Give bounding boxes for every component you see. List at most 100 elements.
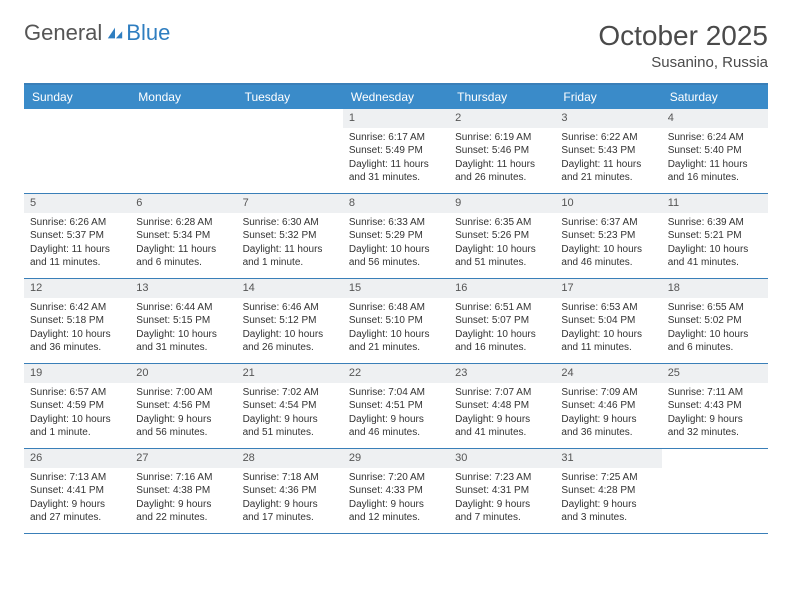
day-cell: 19Sunrise: 6:57 AMSunset: 4:59 PMDayligh…: [24, 364, 130, 448]
day-dl1: Daylight: 10 hours: [455, 328, 549, 342]
day-number: 9: [449, 194, 555, 213]
day-body: Sunrise: 6:57 AMSunset: 4:59 PMDaylight:…: [24, 383, 130, 446]
day-body: Sunrise: 7:04 AMSunset: 4:51 PMDaylight:…: [343, 383, 449, 446]
day-cell: [130, 109, 236, 193]
day-sunset: Sunset: 5:02 PM: [668, 314, 762, 328]
day-dl1: Daylight: 9 hours: [349, 498, 443, 512]
day-dl1: Daylight: 10 hours: [455, 243, 549, 257]
day-cell: 13Sunrise: 6:44 AMSunset: 5:15 PMDayligh…: [130, 279, 236, 363]
day-sunset: Sunset: 4:48 PM: [455, 399, 549, 413]
day-number: 30: [449, 449, 555, 468]
calendar-grid: 1Sunrise: 6:17 AMSunset: 5:49 PMDaylight…: [24, 109, 768, 534]
day-dl1: Daylight: 10 hours: [30, 328, 124, 342]
day-body: Sunrise: 6:35 AMSunset: 5:26 PMDaylight:…: [449, 213, 555, 276]
day-dl2: and 56 minutes.: [349, 256, 443, 270]
day-sunset: Sunset: 5:40 PM: [668, 144, 762, 158]
day-sunrise: Sunrise: 7:00 AM: [136, 386, 230, 400]
day-number: 5: [24, 194, 130, 213]
day-dl2: and 16 minutes.: [455, 341, 549, 355]
day-body: Sunrise: 7:18 AMSunset: 4:36 PMDaylight:…: [237, 468, 343, 531]
day-sunset: Sunset: 4:46 PM: [561, 399, 655, 413]
day-dl1: Daylight: 9 hours: [668, 413, 762, 427]
day-sunset: Sunset: 5:18 PM: [30, 314, 124, 328]
day-number: 11: [662, 194, 768, 213]
brand-word-1: General: [24, 20, 102, 46]
day-sunset: Sunset: 5:23 PM: [561, 229, 655, 243]
day-dl1: Daylight: 9 hours: [349, 413, 443, 427]
day-sunset: Sunset: 4:36 PM: [243, 484, 337, 498]
weekday-header-row: SundayMondayTuesdayWednesdayThursdayFrid…: [24, 85, 768, 109]
day-dl1: Daylight: 9 hours: [561, 413, 655, 427]
day-number: 22: [343, 364, 449, 383]
day-body: Sunrise: 7:13 AMSunset: 4:41 PMDaylight:…: [24, 468, 130, 531]
week-row: 26Sunrise: 7:13 AMSunset: 4:41 PMDayligh…: [24, 449, 768, 534]
day-dl1: Daylight: 9 hours: [455, 413, 549, 427]
day-dl1: Daylight: 10 hours: [561, 243, 655, 257]
day-number: 8: [343, 194, 449, 213]
day-cell: [662, 449, 768, 533]
day-sunrise: Sunrise: 6:53 AM: [561, 301, 655, 315]
day-sunrise: Sunrise: 6:22 AM: [561, 131, 655, 145]
day-number: 14: [237, 279, 343, 298]
day-sunset: Sunset: 5:15 PM: [136, 314, 230, 328]
day-dl2: and 7 minutes.: [455, 511, 549, 525]
day-cell: 9Sunrise: 6:35 AMSunset: 5:26 PMDaylight…: [449, 194, 555, 278]
day-dl1: Daylight: 11 hours: [30, 243, 124, 257]
day-dl2: and 6 minutes.: [136, 256, 230, 270]
day-cell: 7Sunrise: 6:30 AMSunset: 5:32 PMDaylight…: [237, 194, 343, 278]
day-body: Sunrise: 6:28 AMSunset: 5:34 PMDaylight:…: [130, 213, 236, 276]
day-sunset: Sunset: 4:43 PM: [668, 399, 762, 413]
day-dl2: and 32 minutes.: [668, 426, 762, 440]
day-cell: 22Sunrise: 7:04 AMSunset: 4:51 PMDayligh…: [343, 364, 449, 448]
day-dl2: and 21 minutes.: [561, 171, 655, 185]
day-dl2: and 31 minutes.: [136, 341, 230, 355]
day-dl2: and 16 minutes.: [668, 171, 762, 185]
day-dl2: and 36 minutes.: [561, 426, 655, 440]
day-cell: 21Sunrise: 7:02 AMSunset: 4:54 PMDayligh…: [237, 364, 343, 448]
day-cell: 14Sunrise: 6:46 AMSunset: 5:12 PMDayligh…: [237, 279, 343, 363]
day-dl2: and 21 minutes.: [349, 341, 443, 355]
day-sunrise: Sunrise: 6:39 AM: [668, 216, 762, 230]
day-number: 10: [555, 194, 661, 213]
day-sunrise: Sunrise: 7:18 AM: [243, 471, 337, 485]
day-cell: 10Sunrise: 6:37 AMSunset: 5:23 PMDayligh…: [555, 194, 661, 278]
day-sunrise: Sunrise: 6:51 AM: [455, 301, 549, 315]
day-body: Sunrise: 7:20 AMSunset: 4:33 PMDaylight:…: [343, 468, 449, 531]
day-cell: 1Sunrise: 6:17 AMSunset: 5:49 PMDaylight…: [343, 109, 449, 193]
day-sunrise: Sunrise: 6:42 AM: [30, 301, 124, 315]
week-row: 5Sunrise: 6:26 AMSunset: 5:37 PMDaylight…: [24, 194, 768, 279]
day-sunset: Sunset: 4:41 PM: [30, 484, 124, 498]
title-block: October 2025 Susanino, Russia: [598, 20, 768, 71]
day-body: Sunrise: 6:46 AMSunset: 5:12 PMDaylight:…: [237, 298, 343, 361]
day-dl2: and 11 minutes.: [561, 341, 655, 355]
weekday-header: Sunday: [24, 85, 130, 109]
day-cell: 8Sunrise: 6:33 AMSunset: 5:29 PMDaylight…: [343, 194, 449, 278]
day-sunrise: Sunrise: 6:35 AM: [455, 216, 549, 230]
day-number: 1: [343, 109, 449, 128]
day-sunset: Sunset: 5:46 PM: [455, 144, 549, 158]
day-sunset: Sunset: 5:07 PM: [455, 314, 549, 328]
day-body: Sunrise: 6:30 AMSunset: 5:32 PMDaylight:…: [237, 213, 343, 276]
day-number: 24: [555, 364, 661, 383]
day-dl2: and 46 minutes.: [561, 256, 655, 270]
day-dl2: and 51 minutes.: [455, 256, 549, 270]
week-row: 1Sunrise: 6:17 AMSunset: 5:49 PMDaylight…: [24, 109, 768, 194]
day-cell: 31Sunrise: 7:25 AMSunset: 4:28 PMDayligh…: [555, 449, 661, 533]
day-dl2: and 36 minutes.: [30, 341, 124, 355]
day-dl1: Daylight: 11 hours: [349, 158, 443, 172]
day-cell: 11Sunrise: 6:39 AMSunset: 5:21 PMDayligh…: [662, 194, 768, 278]
location: Susanino, Russia: [598, 54, 768, 71]
day-dl2: and 3 minutes.: [561, 511, 655, 525]
day-sunrise: Sunrise: 6:19 AM: [455, 131, 549, 145]
day-number: 17: [555, 279, 661, 298]
day-dl2: and 46 minutes.: [349, 426, 443, 440]
day-dl2: and 26 minutes.: [243, 341, 337, 355]
day-sunset: Sunset: 4:38 PM: [136, 484, 230, 498]
day-sunset: Sunset: 4:59 PM: [30, 399, 124, 413]
day-body: Sunrise: 6:17 AMSunset: 5:49 PMDaylight:…: [343, 128, 449, 191]
day-dl2: and 17 minutes.: [243, 511, 337, 525]
day-sunset: Sunset: 5:49 PM: [349, 144, 443, 158]
day-dl2: and 51 minutes.: [243, 426, 337, 440]
day-sunrise: Sunrise: 7:16 AM: [136, 471, 230, 485]
day-dl2: and 41 minutes.: [455, 426, 549, 440]
